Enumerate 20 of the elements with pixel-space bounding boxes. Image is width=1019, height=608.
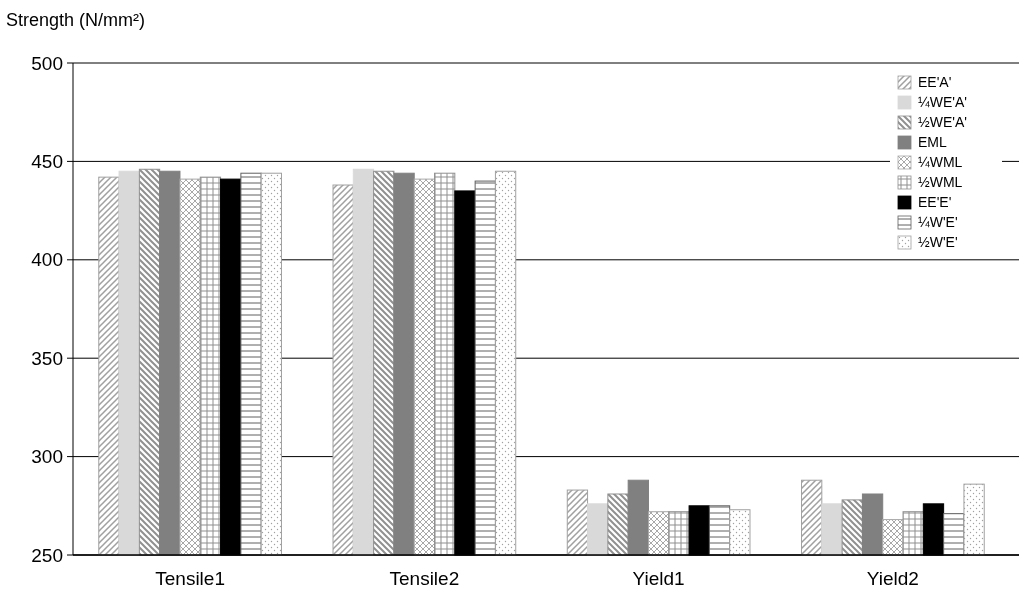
legend-label: EE'A': [918, 73, 952, 90]
legend-label: EE'E': [918, 193, 952, 210]
y-tick-label: 450: [31, 151, 63, 173]
y-axis-title: Strength (N/mm²): [6, 10, 146, 30]
legend-label: ¼W'E': [918, 213, 958, 230]
x-tick-label: Tensile1: [155, 568, 225, 589]
y-tick-label: 500: [31, 52, 63, 74]
x-tick-label: Tensile2: [389, 568, 460, 589]
legend-label: ½W'E': [918, 233, 958, 250]
legend-label: EML: [918, 133, 947, 150]
legend-label: ¼WE'A': [918, 93, 967, 110]
y-tick-label: 350: [31, 347, 63, 369]
y-tick-label: 250: [31, 544, 63, 566]
x-tick-label: Yield1: [632, 568, 685, 589]
legend-label: ¼WML: [918, 153, 963, 170]
y-tick-label: 300: [31, 446, 63, 468]
legend-label: ½WML: [918, 173, 963, 190]
x-tick-label: Yield2: [866, 568, 919, 589]
legend-label: ½WE'A': [918, 113, 967, 130]
y-tick-label: 400: [31, 249, 63, 271]
